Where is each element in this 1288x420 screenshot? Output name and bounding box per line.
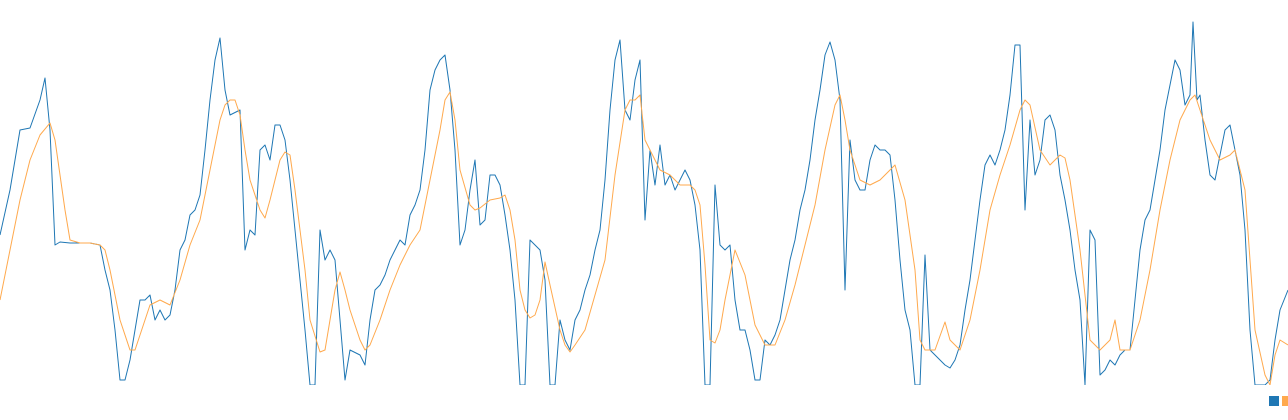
legend-swatch	[1269, 396, 1279, 406]
plot-area	[0, 21, 1288, 385]
legend-swatch	[1282, 396, 1288, 406]
line-series	[0, 21, 1288, 385]
line-series	[0, 91, 1288, 385]
legend	[1269, 396, 1288, 406]
